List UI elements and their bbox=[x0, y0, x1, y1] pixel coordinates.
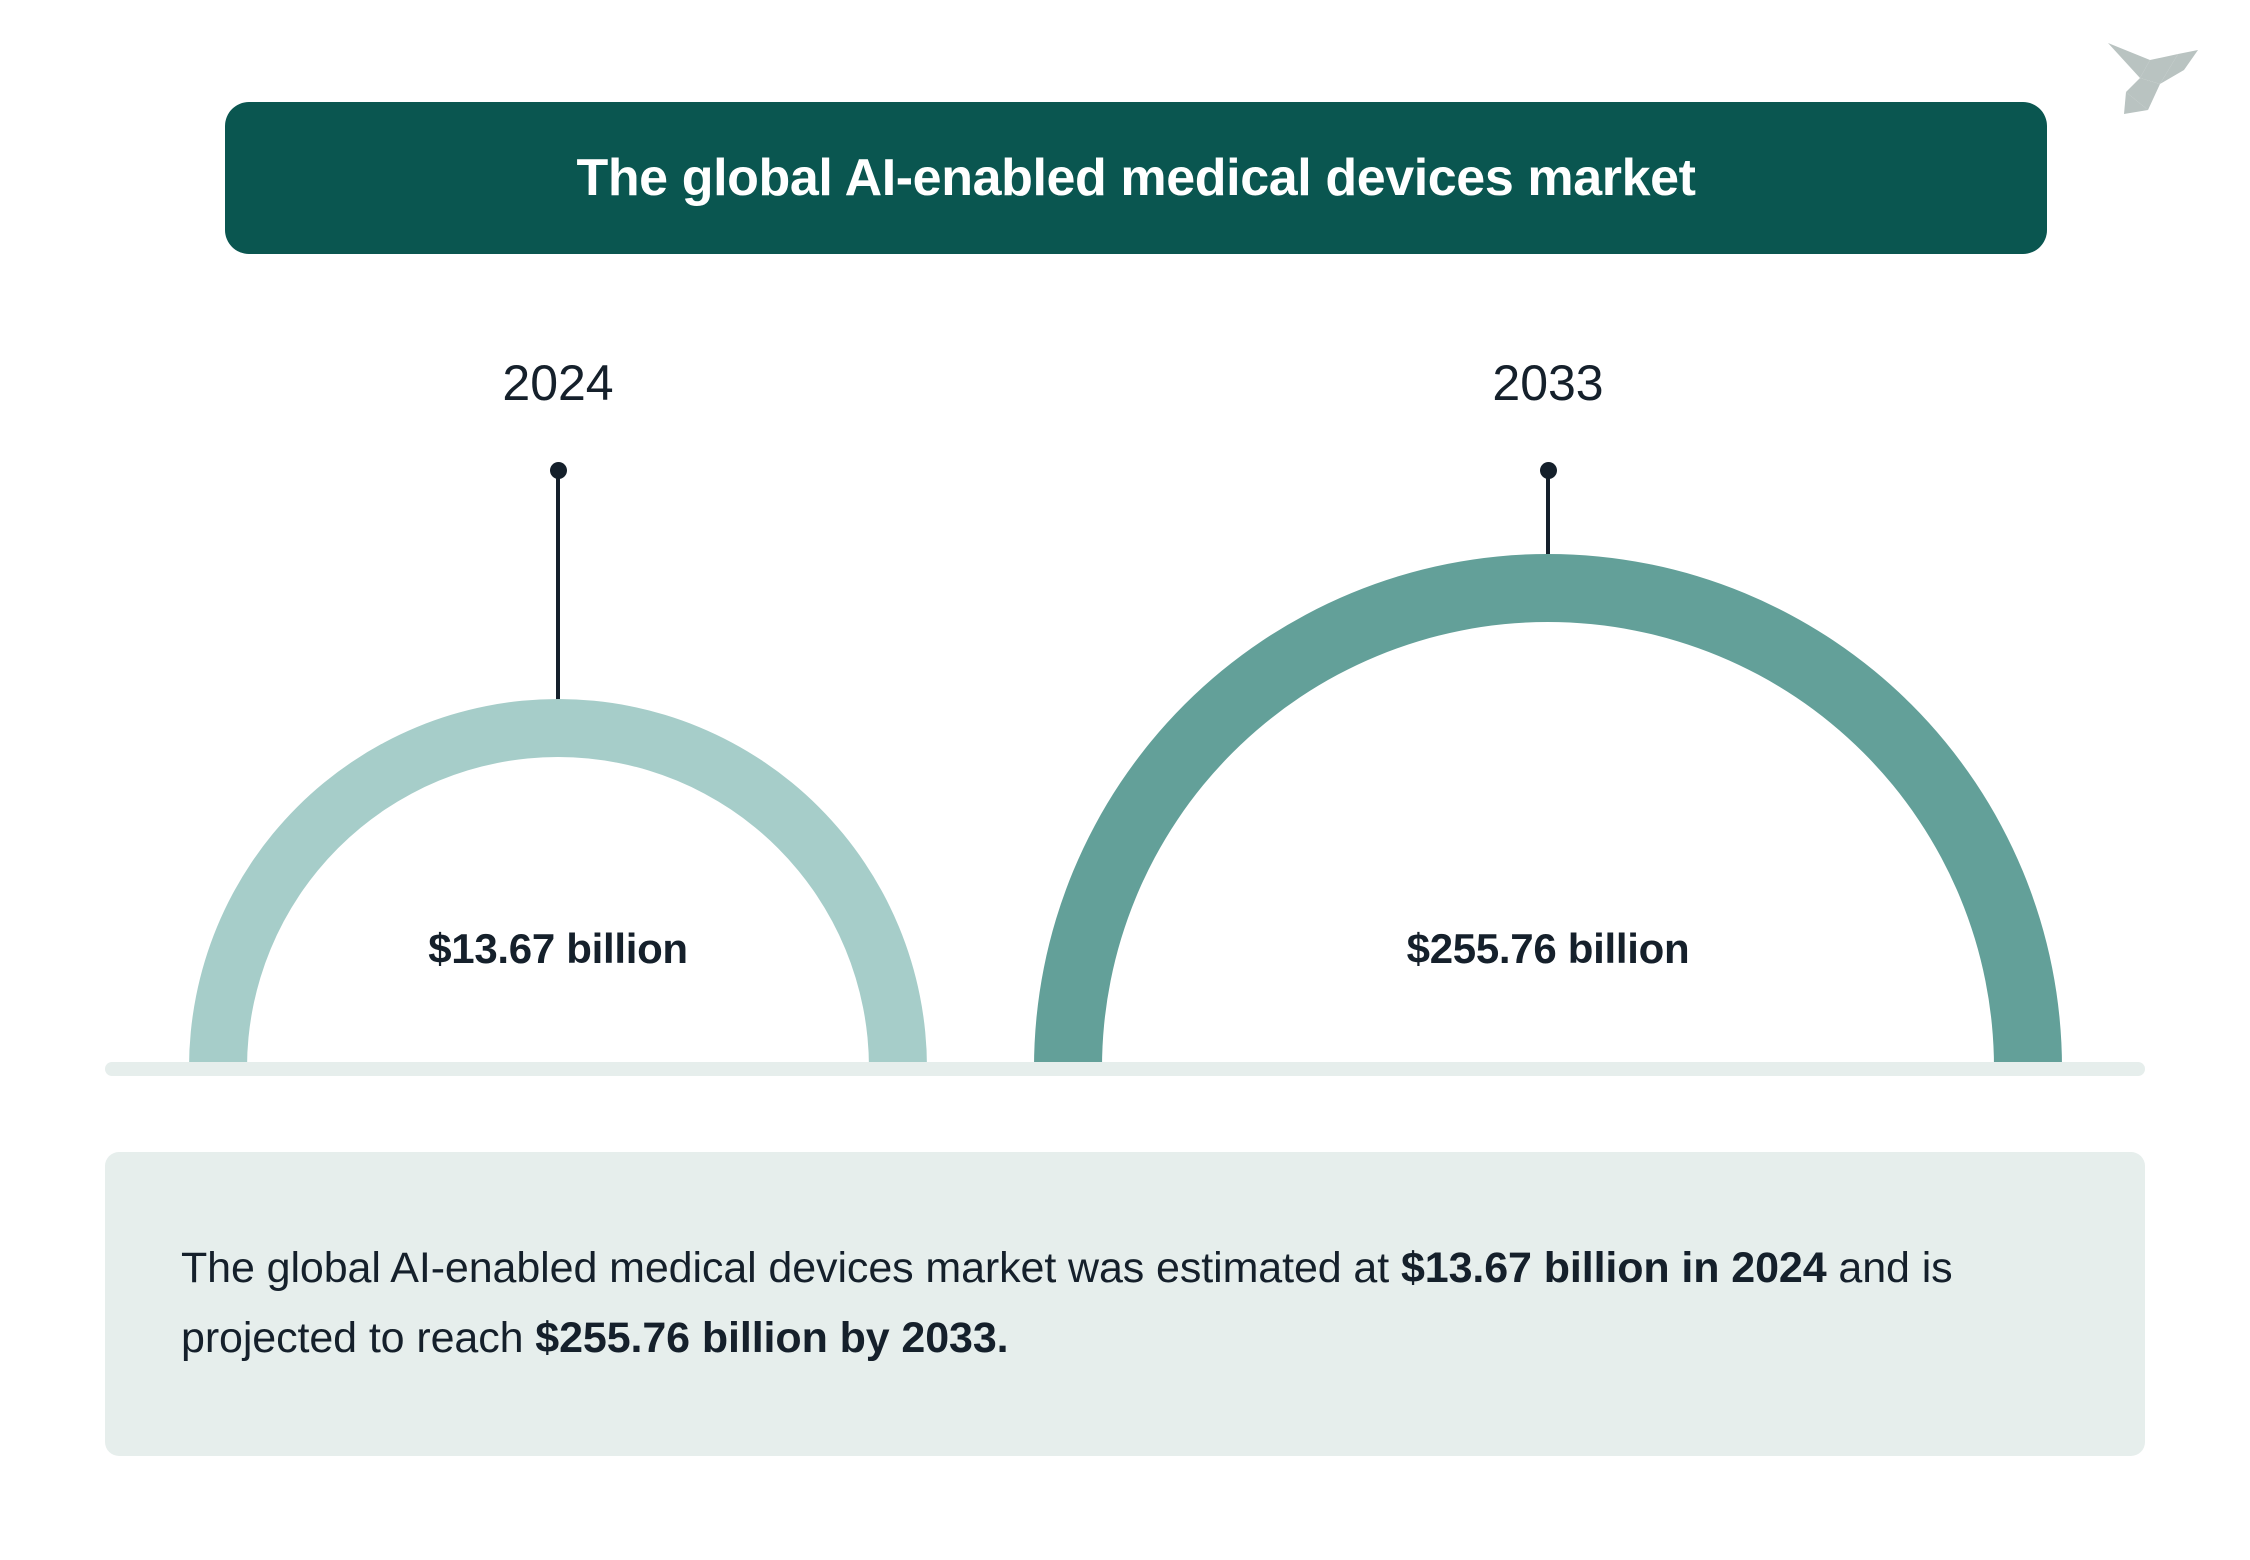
caption-text: The global AI-enabled medical devices ma… bbox=[105, 1234, 2145, 1373]
origami-bird-logo bbox=[2098, 18, 2210, 130]
page-title: The global AI-enabled medical devices ma… bbox=[576, 149, 1696, 207]
connector-stem bbox=[556, 470, 560, 702]
year-label-2033: 2033 bbox=[1492, 355, 1604, 411]
arc-gauge-2024 bbox=[189, 699, 927, 1068]
year-label-2024: 2024 bbox=[502, 355, 614, 411]
caption-bold-1: $13.67 billion in 2024 bbox=[1400, 1244, 1827, 1293]
baseline-bar bbox=[105, 1062, 2145, 1076]
caption-bold-2: $255.76 billion by 2033. bbox=[535, 1314, 1009, 1362]
caption-part-2: and is projected to reach bbox=[181, 1244, 1953, 1362]
value-label-2024: $13.67 billion bbox=[428, 925, 688, 972]
title-banner: The global AI-enabled medical devices ma… bbox=[225, 102, 2047, 254]
caption-part-1: The global AI-enabled medical devices ma… bbox=[181, 1244, 1401, 1293]
value-label-2033: $255.76 billion bbox=[1406, 925, 1690, 972]
connector-stem bbox=[1546, 470, 1550, 582]
arc-gauge-2033 bbox=[1034, 554, 2062, 1068]
caption-panel: The global AI-enabled medical devices ma… bbox=[105, 1152, 2145, 1456]
